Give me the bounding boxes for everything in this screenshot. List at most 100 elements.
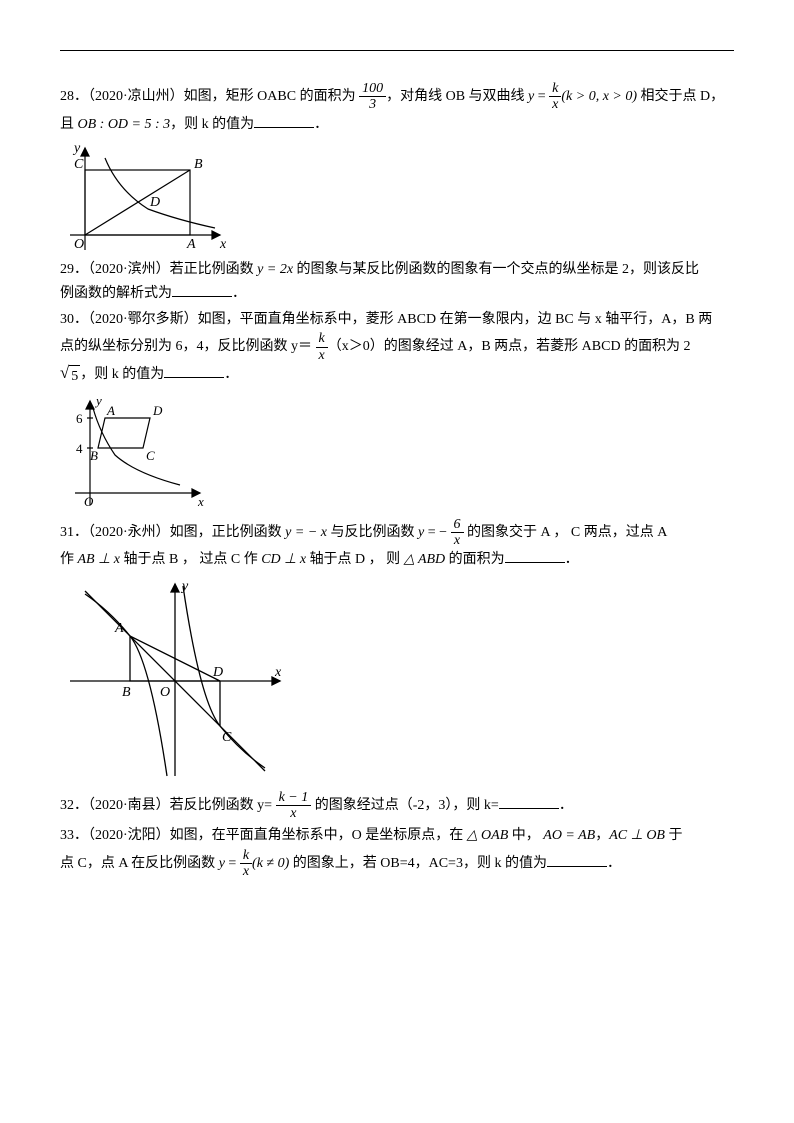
p33-eq3-cond: (k ≠ 0): [252, 856, 289, 871]
p33-eq2: AC ⊥ OB: [609, 828, 665, 843]
p31-eq1: y = − x: [285, 525, 327, 540]
p33-number: 33．: [60, 828, 88, 843]
p33-blank: [547, 852, 607, 867]
svg-text:B: B: [122, 685, 131, 700]
p29-source: （2020·滨州）: [88, 262, 170, 277]
p29-number: 29．: [60, 262, 88, 277]
svg-text:C: C: [222, 730, 232, 745]
p30-t2: 点的纵坐标分别为 6，4，反比例函数 y＝: [60, 339, 312, 354]
svg-text:y: y: [72, 141, 81, 156]
p33-t4: 点 C，点 A 在反比例函数: [60, 856, 219, 871]
p28-ratio: OB : OD = 5 : 3: [78, 117, 171, 132]
svg-text:D: D: [212, 665, 223, 680]
svg-text:y: y: [94, 393, 102, 408]
p28-eq-cond: (k > 0, x > 0): [561, 89, 637, 104]
svg-text:A: A: [114, 621, 124, 636]
p30-number: 30．: [60, 312, 88, 327]
p31-t7: 的面积为: [445, 552, 505, 567]
p31-t6: 轴于点 D ， 则: [306, 552, 404, 567]
p29-period: ．: [232, 286, 246, 301]
p28-figure: O A B C D x y: [60, 140, 230, 255]
p33-t3: 于: [665, 828, 683, 843]
p33-t2: 中，: [508, 828, 540, 843]
problem-30: 30．（2020·鄂尔多斯）如图，平面直角坐标系中，菱形 ABCD 在第一象限内…: [60, 309, 734, 389]
p33-eq3-frac: kx: [240, 848, 252, 880]
p31-tri: △ ABD: [404, 552, 445, 567]
svg-text:y: y: [180, 579, 189, 594]
p31-t1: 如图，正比例函数: [170, 525, 286, 540]
p28-t1: 如图，矩形 OABC 的面积为: [184, 89, 356, 104]
p33-eq1: AO = AB: [543, 828, 595, 843]
p30-period: ．: [224, 367, 238, 382]
svg-text:6: 6: [76, 411, 83, 426]
problem-31: 31．（2020·永州）如图，正比例函数 y = − x 与反比例函数 y = …: [60, 517, 734, 572]
problem-28: 28．（2020·凉山州）如图，矩形 OABC 的面积为 1003，对角线 OB…: [60, 81, 734, 136]
p29-t2: 的图象与某反比例函数的图象有一个交点的纵坐标是 2，则该反比: [293, 262, 699, 277]
svg-text:A: A: [106, 403, 115, 418]
svg-text:C: C: [74, 157, 84, 172]
svg-text:B: B: [194, 157, 203, 172]
p30-sqrt: √5: [60, 365, 80, 388]
svg-text:x: x: [197, 494, 204, 509]
p28-eq-eq: =: [534, 89, 549, 104]
p31-t3: 的图象交于 A ， C 两点，过点 A: [464, 525, 668, 540]
p33-source: （2020·沈阳）: [88, 828, 170, 843]
p33-t5: 的图象上，若 OB=4，AC=3，则 k 的值为: [289, 856, 547, 871]
p31-t2: 与反比例函数: [327, 525, 418, 540]
p33-t1: 如图，在平面直角坐标系中，O 是坐标原点，在: [170, 828, 467, 843]
p31-blank: [505, 548, 565, 563]
p32-source: （2020·南县）: [88, 798, 170, 813]
p28-period: ．: [314, 117, 328, 132]
p31-eq2-eq: = −: [424, 525, 450, 540]
p29-blank: [172, 282, 232, 297]
p30-t4: ，则 k 的值为: [80, 367, 164, 382]
p32-period: ．: [559, 798, 573, 813]
p28-t5: ，则 k 的值为: [170, 117, 254, 132]
p32-blank: [499, 794, 559, 809]
p28-source: （2020·凉山州）: [88, 89, 184, 104]
svg-text:A: A: [186, 237, 196, 252]
p28-eq-frac: kx: [549, 81, 561, 113]
p28-t2: ，对角线 OB 与双曲线: [386, 89, 528, 104]
p32-t1: 若反比例函数 y=: [170, 798, 276, 813]
top-rule: [60, 50, 734, 51]
p30-figure: 6 4 A D B C O x y: [60, 393, 210, 513]
p31-perp1: AB ⊥ x: [78, 552, 121, 567]
p32-eq-frac: k − 1x: [276, 790, 312, 822]
p28-t3: 相交于点 D，: [637, 89, 724, 104]
p31-eq2-frac: 6x: [451, 517, 464, 549]
p31-period: ．: [565, 552, 579, 567]
p29-t3: 例函数的解析式为: [60, 286, 172, 301]
svg-text:O: O: [160, 685, 170, 700]
p30-t1: 如图，平面直角坐标系中，菱形 ABCD 在第一象限内，边 BC 与 x 轴平行，…: [198, 312, 713, 327]
p30-blank: [164, 363, 224, 378]
p28-t4: 且: [60, 117, 78, 132]
p30-t3: （x＞0）的图象经过 A，B 两点，若菱形 ABCD 的面积为 2: [328, 339, 691, 354]
p31-source: （2020·永州）: [88, 525, 170, 540]
p33-period: ．: [607, 856, 621, 871]
svg-text:x: x: [219, 237, 227, 252]
p30-eq-frac: kx: [316, 331, 328, 363]
p29-t1: 若正比例函数: [170, 262, 258, 277]
p31-perp2: CD ⊥ x: [261, 552, 306, 567]
p33-eq3-eq: =: [225, 856, 240, 871]
p28-number: 28．: [60, 89, 88, 104]
p31-number: 31．: [60, 525, 88, 540]
p31-t5: 轴于点 B ， 过点 C 作: [120, 552, 261, 567]
p31-figure: A B C D O x y: [60, 576, 290, 786]
svg-text:O: O: [84, 494, 94, 509]
p28-area-frac: 1003: [359, 81, 386, 113]
p33-tri: △ OAB: [467, 828, 508, 843]
problem-32: 32．（2020·南县）若反比例函数 y= k − 1x 的图象经过点（-2，3…: [60, 790, 734, 822]
p29-eq1: y = 2x: [257, 262, 293, 277]
p31-t4: 作: [60, 552, 78, 567]
p28-blank: [254, 113, 314, 128]
p32-number: 32．: [60, 798, 88, 813]
p33-c1: ，: [595, 828, 609, 843]
svg-text:D: D: [152, 403, 163, 418]
svg-text:B: B: [90, 448, 98, 463]
svg-text:C: C: [146, 448, 155, 463]
svg-text:D: D: [149, 195, 160, 210]
problem-33: 33．（2020·沈阳）如图，在平面直角坐标系中，O 是坐标原点，在 △ OAB…: [60, 825, 734, 879]
svg-text:x: x: [274, 665, 282, 680]
